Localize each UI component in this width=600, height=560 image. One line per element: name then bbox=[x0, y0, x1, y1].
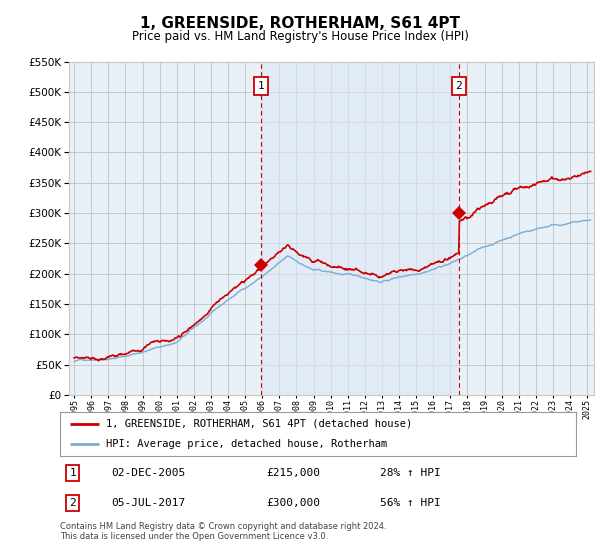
Bar bbox=[261, 62, 459, 395]
Text: 05-JUL-2017: 05-JUL-2017 bbox=[112, 498, 186, 508]
Text: Price paid vs. HM Land Registry's House Price Index (HPI): Price paid vs. HM Land Registry's House … bbox=[131, 30, 469, 43]
Text: £300,000: £300,000 bbox=[266, 498, 320, 508]
Text: HPI: Average price, detached house, Rotherham: HPI: Average price, detached house, Roth… bbox=[106, 439, 388, 449]
Text: 56% ↑ HPI: 56% ↑ HPI bbox=[380, 498, 440, 508]
Text: 1: 1 bbox=[70, 468, 76, 478]
Text: Contains HM Land Registry data © Crown copyright and database right 2024.
This d: Contains HM Land Registry data © Crown c… bbox=[60, 522, 386, 542]
Text: 1, GREENSIDE, ROTHERHAM, S61 4PT: 1, GREENSIDE, ROTHERHAM, S61 4PT bbox=[140, 16, 460, 31]
Text: 28% ↑ HPI: 28% ↑ HPI bbox=[380, 468, 440, 478]
Text: £215,000: £215,000 bbox=[266, 468, 320, 478]
Text: 02-DEC-2005: 02-DEC-2005 bbox=[112, 468, 186, 478]
Text: 2: 2 bbox=[70, 498, 76, 508]
Text: 1: 1 bbox=[257, 81, 264, 91]
Text: 1, GREENSIDE, ROTHERHAM, S61 4PT (detached house): 1, GREENSIDE, ROTHERHAM, S61 4PT (detach… bbox=[106, 419, 413, 429]
Text: 2: 2 bbox=[455, 81, 462, 91]
